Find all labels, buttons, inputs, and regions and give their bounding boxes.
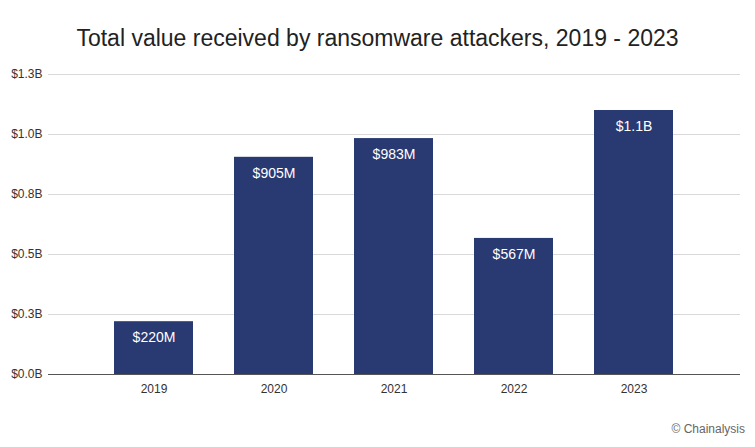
html-text:© Chainalysis: © Chainalysis: [671, 422, 745, 436]
svg-text:$1.3B: $1.3B: [11, 67, 42, 81]
svg-text:$1.1B: $1.1B: [616, 118, 653, 134]
svg-text:$905M: $905M: [253, 165, 296, 181]
svg-text:$0.0B: $0.0B: [11, 367, 42, 381]
svg-text:$1.0B: $1.0B: [11, 127, 42, 141]
svg-text:2021: 2021: [381, 382, 408, 396]
svg-text:$220M: $220M: [133, 329, 176, 345]
svg-text:2022: 2022: [501, 382, 528, 396]
svg-text:$0.3B: $0.3B: [11, 307, 42, 321]
svg-text:$567M: $567M: [493, 246, 536, 262]
html-text:Total value received by ransom: Total value received by ransomware attac…: [76, 25, 679, 51]
svg-text:2019: 2019: [141, 382, 168, 396]
svg-text:2023: 2023: [621, 382, 648, 396]
svg-text:$0.8B: $0.8B: [11, 187, 42, 201]
svg-text:$0.5B: $0.5B: [11, 247, 42, 261]
svg-text:2020: 2020: [261, 382, 288, 396]
svg-text:$983M: $983M: [373, 146, 416, 162]
